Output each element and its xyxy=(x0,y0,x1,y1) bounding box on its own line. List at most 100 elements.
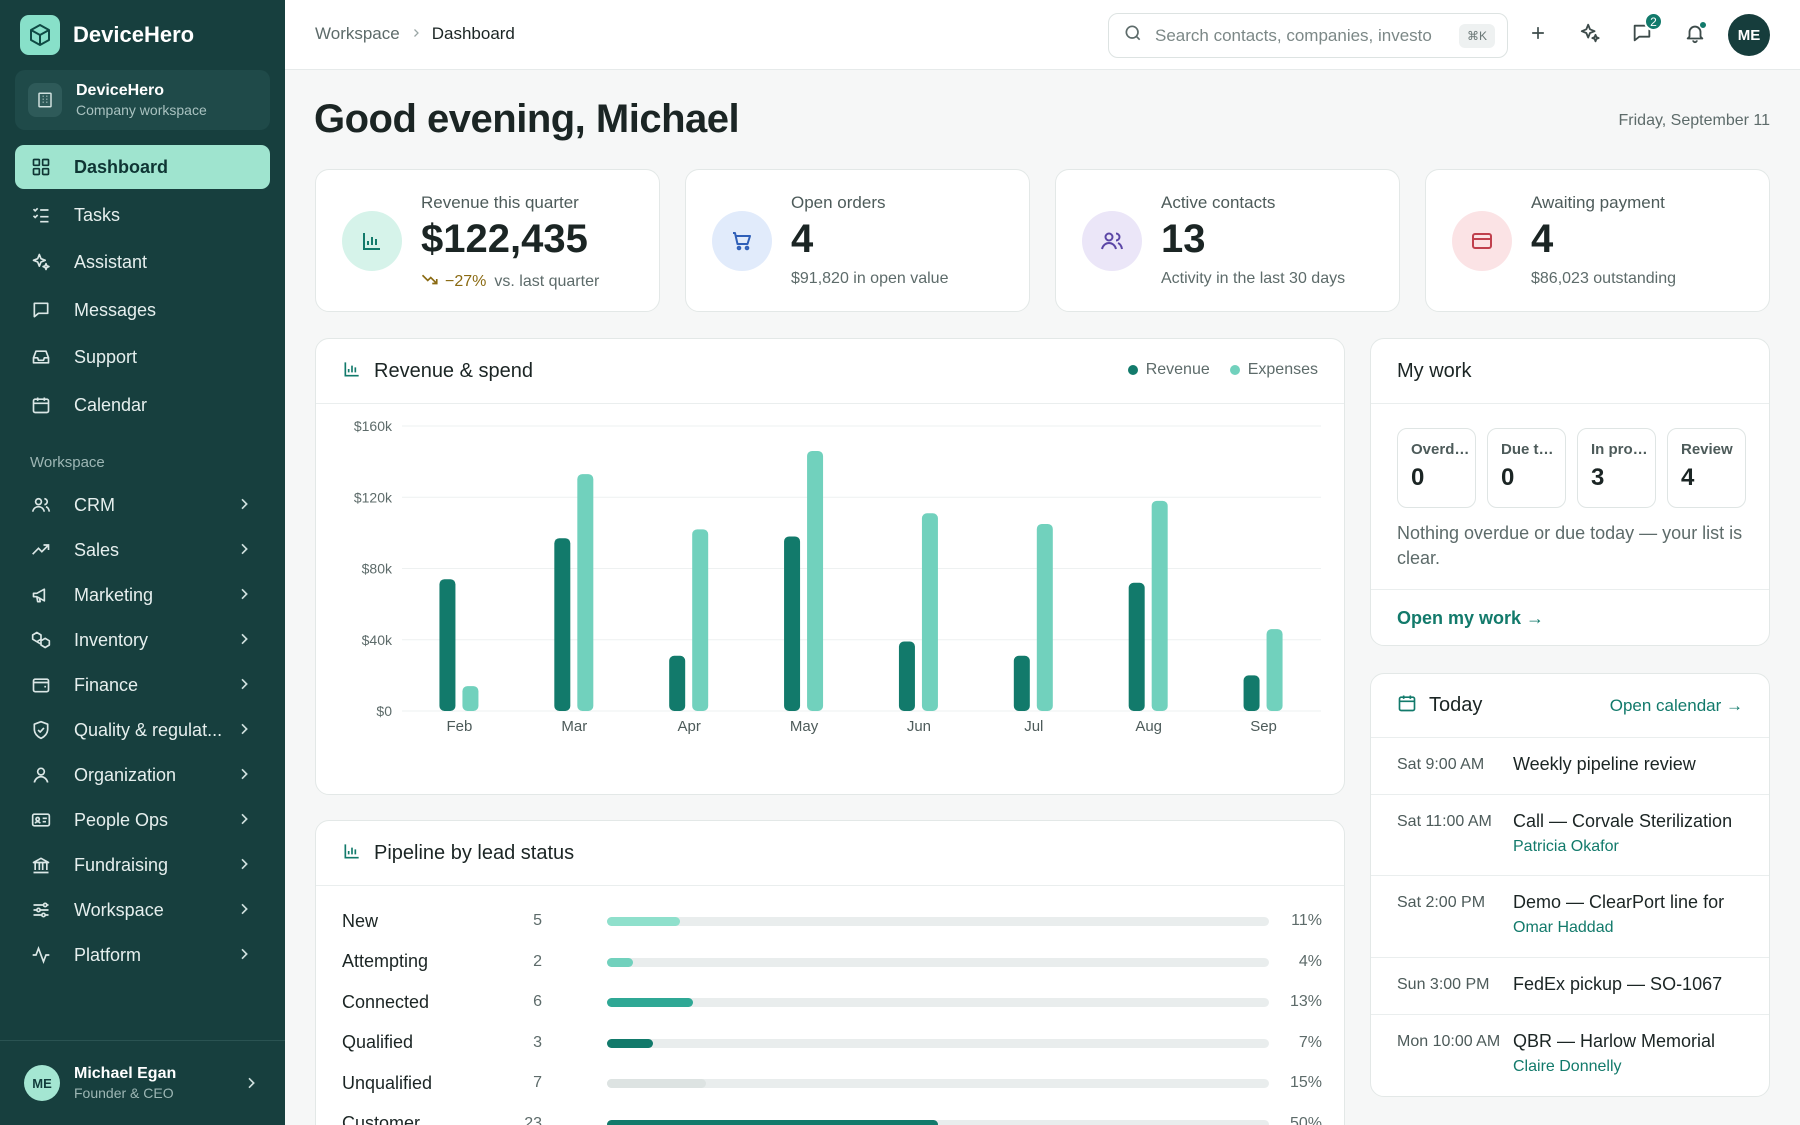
calendar-event[interactable]: Mon 10:00 AM QBR — Harlow Memorial Claire … xyxy=(1371,1014,1769,1096)
expenses-bar-apr[interactable] xyxy=(692,529,709,711)
open-calendar-link[interactable]: Open calendar → xyxy=(1609,696,1743,715)
expenses-bar-may[interactable] xyxy=(807,450,824,711)
pipeline-row[interactable]: Customer 23 50% xyxy=(342,1113,1322,1125)
pipeline-track xyxy=(607,957,1269,967)
calendar-event[interactable]: Sat 11:00 AM Call — Corvale Sterilization… xyxy=(1371,794,1769,875)
avatar[interactable]: ME xyxy=(1728,14,1770,56)
event-attendee[interactable]: Patricia Okafor xyxy=(1513,838,1619,855)
work-tile-in-progress[interactable]: In progress 3 xyxy=(1577,428,1656,508)
sidebar-item-sales[interactable]: Sales xyxy=(15,528,270,572)
sidebar-item-assistant[interactable]: Assistant xyxy=(15,240,270,284)
pipeline-label: Unqualified xyxy=(342,1072,433,1093)
event-title: FedEx pickup — SO-1067 xyxy=(1513,974,1723,994)
sidebar-item-crm[interactable]: CRM xyxy=(15,483,270,527)
pipeline-row[interactable]: Qualified 3 7% xyxy=(342,1032,1322,1054)
revenue-bar-sep[interactable] xyxy=(1243,675,1260,711)
assistant-button[interactable] xyxy=(1573,18,1607,52)
pipeline-fill xyxy=(607,998,694,1007)
sidebar-item-messages[interactable]: Messages xyxy=(15,288,270,332)
revenue-bar-apr[interactable] xyxy=(669,655,686,711)
legend-label: Expenses xyxy=(1247,361,1318,378)
revenue-bar-mar[interactable] xyxy=(554,538,571,711)
stat-card-revenue[interactable]: Revenue this quarter $122,435 −27% vs. l… xyxy=(315,169,660,312)
expenses-bar-aug[interactable] xyxy=(1151,500,1168,711)
sidebar-item-label: Fundraising xyxy=(74,854,169,875)
sidebar-item-support[interactable]: Support xyxy=(15,335,270,379)
breadcrumb-workspace[interactable]: Workspace xyxy=(315,24,400,43)
revenue-bar-aug[interactable] xyxy=(1128,582,1145,711)
sidebar-item-dashboard[interactable]: Dashboard xyxy=(15,145,270,189)
event-attendee[interactable]: Omar Haddad xyxy=(1513,919,1614,936)
pipeline-row[interactable]: Unqualified 7 15% xyxy=(342,1072,1322,1094)
sidebar-item-fundraising[interactable]: Fundraising xyxy=(15,843,270,887)
tile-label: Due today xyxy=(1501,441,1561,458)
sidebar-item-marketing[interactable]: Marketing xyxy=(15,573,270,617)
y-tick-label: $160k xyxy=(354,418,393,434)
expenses-bar-sep[interactable] xyxy=(1266,629,1283,711)
chevron-right-icon xyxy=(236,676,252,697)
expenses-bar-mar[interactable] xyxy=(577,474,594,711)
sidebar-item-platform[interactable]: Platform xyxy=(15,933,270,977)
calendar-event[interactable]: Sat 2:00 PM Demo — ClearPort line for Omar… xyxy=(1371,875,1769,957)
tile-label: Overdue xyxy=(1411,441,1471,458)
sidebar-item-calendar[interactable]: Calendar xyxy=(15,383,270,427)
open-my-work-link[interactable]: Open my work → xyxy=(1371,589,1769,629)
pipeline-row[interactable]: New 5 11% xyxy=(342,910,1322,932)
pipeline-row[interactable]: Connected 6 13% xyxy=(342,991,1322,1013)
event-attendee[interactable]: Claire Donnelly xyxy=(1513,1058,1622,1075)
calendar-event[interactable]: Sun 3:00 PM FedEx pickup — SO-1067 xyxy=(1371,957,1769,1014)
pipeline-track xyxy=(607,998,1269,1007)
sidebar-item-organization[interactable]: Organization xyxy=(15,753,270,797)
notifications-button[interactable] xyxy=(1678,18,1712,52)
workspace-switcher[interactable]: DeviceHero Company workspace xyxy=(15,70,270,130)
sidebar-item-quality[interactable]: Quality & regulat... xyxy=(15,708,270,752)
work-tile-due[interactable]: Due today 0 xyxy=(1487,428,1566,508)
my-work-card: My work Overdue 0 Due today 0 In progress 3… xyxy=(1370,338,1770,646)
brand[interactable]: DeviceHero xyxy=(20,15,194,55)
stat-card-payments[interactable]: Awaiting payment 4 $86,023 outstanding xyxy=(1425,169,1770,312)
building-icon xyxy=(28,83,62,117)
add-button[interactable] xyxy=(1521,18,1555,52)
boxes-icon xyxy=(30,629,52,651)
wallet-icon xyxy=(30,674,52,696)
cart-icon xyxy=(712,211,772,271)
stat-card-orders[interactable]: Open orders 4 $91,820 in open value xyxy=(685,169,1030,312)
sidebar-item-label: Inventory xyxy=(74,629,149,650)
stat-card-contacts[interactable]: Active contacts 13 Activity in the last … xyxy=(1055,169,1400,312)
work-tile-review[interactable]: Review 4 xyxy=(1667,428,1746,508)
expenses-bar-jun[interactable] xyxy=(921,513,938,711)
search-input[interactable] xyxy=(1155,25,1445,46)
pipeline-count: 7 xyxy=(533,1074,542,1091)
user-icon xyxy=(30,764,52,786)
expenses-bar-feb[interactable] xyxy=(462,686,479,711)
sidebar-item-workspace[interactable]: Workspace xyxy=(15,888,270,932)
pipeline-fill xyxy=(607,1119,938,1125)
revenue-bar-jul[interactable] xyxy=(1013,655,1030,711)
stat-label: Active contacts xyxy=(1161,193,1276,212)
trending-down-icon xyxy=(421,270,439,293)
revenue-bar-jun[interactable] xyxy=(898,641,915,711)
sidebar-item-inventory[interactable]: Inventory xyxy=(15,618,270,662)
revenue-bar-may[interactable] xyxy=(784,536,801,711)
sidebar-item-label: CRM xyxy=(74,494,115,515)
tile-label: Review xyxy=(1681,441,1733,458)
pipeline-label: Attempting xyxy=(342,951,429,971)
id-card-icon xyxy=(30,809,52,831)
pipeline-row[interactable]: Attempting 2 4% xyxy=(342,951,1322,973)
expenses-bar-jul[interactable] xyxy=(1036,523,1053,711)
search-box[interactable]: ⌘K xyxy=(1108,13,1508,58)
sidebar-item-people-ops[interactable]: People Ops xyxy=(15,798,270,842)
pipeline-label: Qualified xyxy=(342,1032,414,1052)
stat-sub: −27% vs. last quarter xyxy=(421,270,599,293)
sidebar-item-tasks[interactable]: Tasks xyxy=(15,193,270,237)
user-profile[interactable]: ME Michael Egan Founder & CEO xyxy=(0,1040,285,1125)
messages-button[interactable]: 2 xyxy=(1625,12,1663,52)
work-tile-overdue[interactable]: Overdue 0 xyxy=(1397,428,1476,508)
tile-label: In progress xyxy=(1591,441,1651,458)
calendar-event[interactable]: Sat 9:00 AM Weekly pipeline review xyxy=(1371,737,1769,794)
pipeline-count: 23 xyxy=(524,1114,542,1125)
sidebar-item-label: Finance xyxy=(74,674,139,695)
revenue-bar-feb[interactable] xyxy=(439,579,456,711)
sidebar-item-label: Sales xyxy=(74,539,120,560)
sidebar-item-finance[interactable]: Finance xyxy=(15,663,270,707)
